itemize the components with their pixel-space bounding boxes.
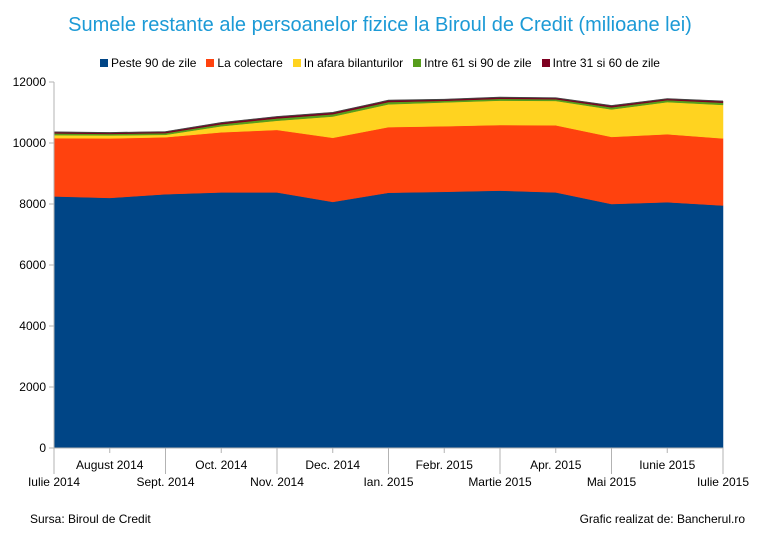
y-tick-label: 8000 (19, 197, 46, 211)
y-tick-label: 0 (39, 441, 46, 455)
legend-label: Peste 90 de zile (111, 56, 197, 70)
y-tick-label: 6000 (19, 258, 46, 272)
legend-swatch (292, 59, 301, 67)
legend-swatch (206, 59, 215, 67)
legend-item: Peste 90 de zile (100, 56, 196, 70)
source-note: Sursa: Biroul de Credit (30, 512, 151, 526)
area-series-1 (53, 190, 724, 449)
legend-swatch (541, 59, 550, 67)
chart-title: Sumele restante ale persoanelor fizice l… (68, 14, 692, 36)
x-tick-label: Ian. 2015 (363, 475, 413, 489)
stack-outline (53, 96, 724, 134)
y-tick-label: 2000 (19, 380, 46, 394)
legend-label: In afara bilanturilor (303, 56, 404, 70)
legend-label: La colectare (217, 56, 283, 70)
x-tick-label: Oct. 2014 (195, 458, 247, 472)
x-tick-label: Martie 2015 (468, 475, 532, 489)
x-tick-label: Dec. 2014 (305, 458, 360, 472)
x-tick-label: Febr. 2015 (416, 458, 474, 472)
x-tick-label: August 2014 (76, 458, 144, 472)
legend-swatch (413, 59, 422, 67)
legend-label: Intre 31 si 60 de zile (552, 56, 660, 70)
legend-item: Intre 61 si 90 de zile (413, 56, 532, 70)
x-tick-label: Iulie 2014 (28, 475, 80, 489)
x-tick-label: Iulie 2015 (697, 475, 749, 489)
legend-swatch (100, 59, 109, 67)
y-tick-label: 12000 (13, 75, 47, 89)
legend-item: Intre 31 si 60 de zile (541, 56, 660, 70)
x-tick-label: Mai 2015 (587, 475, 637, 489)
x-tick-label: Apr. 2015 (530, 458, 582, 472)
credit-note: Grafic realizat de: Bancherul.ro (579, 512, 745, 526)
legend-item: La colectare (206, 56, 283, 70)
y-tick-label: 10000 (13, 136, 47, 150)
legend-label: Intre 61 si 90 de zile (424, 56, 532, 70)
x-tick-label: Iunie 2015 (639, 458, 695, 472)
x-tick-label: Sept. 2014 (136, 475, 194, 489)
legend-item: In afara bilanturilor (292, 56, 404, 70)
x-tick-label: Nov. 2014 (250, 475, 304, 489)
y-tick-label: 4000 (19, 319, 46, 333)
chart-legend: Peste 90 de zile La colectare In afara bil… (0, 56, 760, 70)
